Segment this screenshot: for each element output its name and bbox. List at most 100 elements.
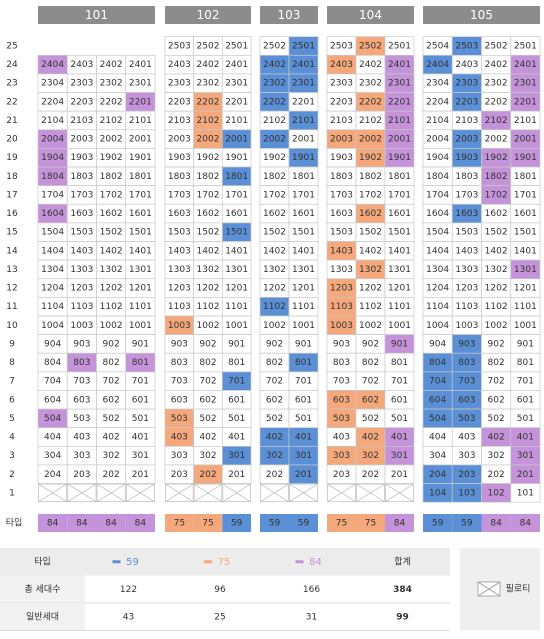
table-cell: 96 xyxy=(214,585,226,595)
unit-number: 803 xyxy=(73,358,90,368)
unit-number: 2503 xyxy=(330,42,353,52)
unit-number: 2102 xyxy=(263,116,286,126)
unit-number: 1502 xyxy=(197,228,220,238)
unit-number: 703 xyxy=(458,377,475,387)
unit-number: 1901 xyxy=(129,153,152,163)
unit-number: 602 xyxy=(103,395,120,405)
unit-number: 1203 xyxy=(330,284,353,294)
unit-number: 2402 xyxy=(485,60,508,70)
unit-number: 1001 xyxy=(225,321,248,331)
unit-number: 1601 xyxy=(388,209,411,219)
unit-number: 903 xyxy=(171,339,188,349)
building-header xyxy=(327,6,414,24)
unit-number: 2503 xyxy=(168,42,191,52)
unit-number: 901 xyxy=(391,339,408,349)
unit-number: 802 xyxy=(362,358,379,368)
unit-number: 2201 xyxy=(388,97,411,107)
unit-number: 1001 xyxy=(129,321,152,331)
piloti-x xyxy=(126,483,155,502)
unit-number: 903 xyxy=(73,339,90,349)
unit-number: 2401 xyxy=(292,60,315,70)
building-header xyxy=(260,6,318,24)
unit-number: 2301 xyxy=(514,79,537,89)
unit-number: 1203 xyxy=(70,284,93,294)
unit-number: 301 xyxy=(132,451,149,461)
building-header xyxy=(38,6,155,24)
unit-number: 1403 xyxy=(455,246,478,256)
unit-number: 303 xyxy=(458,451,475,461)
unit-number: 2302 xyxy=(263,79,286,89)
unit-number: 401 xyxy=(132,433,149,443)
unit-number: 2203 xyxy=(70,97,93,107)
unit-number: 501 xyxy=(228,414,245,424)
unit-number: 1401 xyxy=(292,246,315,256)
table-cell: 일반세대 xyxy=(26,611,59,622)
unit-number: 901 xyxy=(517,339,534,349)
unit-number: 2301 xyxy=(292,79,315,89)
unit-number: 1802 xyxy=(263,172,286,182)
floor-label: 19 xyxy=(6,153,18,163)
unit-number: 1402 xyxy=(359,246,382,256)
unit-number: 801 xyxy=(132,358,149,368)
unit-number: 804 xyxy=(44,358,61,368)
unit-number: 203 xyxy=(333,470,350,480)
floor-label: 5 xyxy=(9,414,15,424)
unit-number: 1303 xyxy=(455,265,478,275)
unit-number: 1302 xyxy=(197,265,220,275)
unit-number: 1903 xyxy=(70,153,93,163)
unit-number: 1702 xyxy=(100,190,123,200)
piloti-x xyxy=(165,483,194,502)
unit-number: 601 xyxy=(391,395,408,405)
unit-number: 1904 xyxy=(426,153,449,163)
unit-number: 1401 xyxy=(388,246,411,256)
unit-number: 1002 xyxy=(100,321,123,331)
unit-number: 2401 xyxy=(225,60,248,70)
unit-number: 1101 xyxy=(514,302,537,312)
unit-number: 1403 xyxy=(70,246,93,256)
unit-number: 2301 xyxy=(388,79,411,89)
unit-number: 301 xyxy=(517,451,534,461)
unit-number: 1402 xyxy=(100,246,123,256)
table-row-head-bg xyxy=(0,603,85,631)
unit-number: 1303 xyxy=(168,265,191,275)
unit-number: 2102 xyxy=(359,116,382,126)
table-cell: 166 xyxy=(303,585,320,595)
unit-number: 801 xyxy=(228,358,245,368)
unit-number: 1101 xyxy=(292,302,315,312)
unit-number: 2403 xyxy=(168,60,191,70)
type-cell xyxy=(165,514,194,532)
unit-number: 403 xyxy=(333,433,350,443)
legend-swatch xyxy=(204,560,212,564)
unit-number: 2202 xyxy=(197,97,220,107)
unit-number: 2004 xyxy=(41,135,64,145)
unit-number: 1202 xyxy=(359,284,382,294)
unit-number: 702 xyxy=(103,377,120,387)
unit-number: 1401 xyxy=(225,246,248,256)
piloti-x xyxy=(356,483,385,502)
floor-label: 15 xyxy=(6,228,17,238)
table-header: 84 xyxy=(309,557,322,568)
type-cell xyxy=(356,514,385,532)
legend-piloti-x xyxy=(477,581,501,597)
unit-number: 1104 xyxy=(426,302,449,312)
table-header: 합계 xyxy=(394,555,411,567)
unit-number: 601 xyxy=(228,395,245,405)
unit-number: 2303 xyxy=(330,79,353,89)
unit-number: 701 xyxy=(228,377,245,387)
unit-number: 1804 xyxy=(41,172,64,182)
unit-number: 1604 xyxy=(426,209,449,219)
unit-number: 203 xyxy=(458,470,475,480)
unit-number: 1102 xyxy=(359,302,382,312)
unit-number: 402 xyxy=(266,433,283,443)
unit-number: 2101 xyxy=(129,116,152,126)
unit-number: 101 xyxy=(517,488,534,498)
unit-number: 802 xyxy=(103,358,120,368)
unit-number: 2501 xyxy=(292,42,315,52)
unit-number: 402 xyxy=(488,433,505,443)
type-cell xyxy=(193,514,223,532)
unit-number: 102 xyxy=(488,488,505,498)
unit-number: 1902 xyxy=(197,153,220,163)
unit-number: 901 xyxy=(228,339,245,349)
type-label: 84 xyxy=(135,519,147,529)
unit-number: 1402 xyxy=(485,246,508,256)
